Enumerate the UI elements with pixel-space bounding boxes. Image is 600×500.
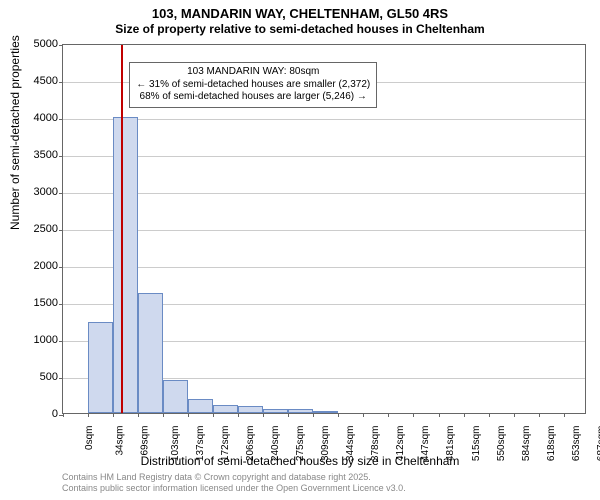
x-tick-mark [288, 413, 289, 417]
x-tick-label: 344sqm [345, 426, 356, 462]
x-tick-label: 137sqm [195, 426, 206, 462]
y-tick-label: 4500 [8, 75, 58, 87]
x-tick-label: 206sqm [245, 426, 256, 462]
histogram-bar [188, 399, 213, 413]
x-tick-label: 172sqm [220, 426, 231, 462]
x-tick-label: 412sqm [396, 426, 407, 462]
y-tick-label: 1000 [8, 334, 58, 346]
x-tick-label: 275sqm [295, 426, 306, 462]
x-tick-label: 481sqm [446, 426, 457, 462]
x-tick-mark [263, 413, 264, 417]
callout-box: 103 MANDARIN WAY: 80sqm← 31% of semi-det… [129, 62, 377, 108]
x-tick-label: 687sqm [596, 426, 600, 462]
x-tick-label: 515sqm [471, 426, 482, 462]
x-tick-mark [514, 413, 515, 417]
x-tick-label: 240sqm [270, 426, 281, 462]
y-tick-mark [59, 378, 63, 379]
x-tick-label: 34sqm [115, 426, 126, 456]
property-marker-line [121, 45, 123, 413]
footer-line1: Contains HM Land Registry data © Crown c… [62, 472, 406, 483]
plot-area: 103 MANDARIN WAY: 80sqm← 31% of semi-det… [62, 44, 586, 414]
x-tick-mark [439, 413, 440, 417]
x-tick-mark [163, 413, 164, 417]
footer-attribution: Contains HM Land Registry data © Crown c… [62, 472, 406, 494]
y-tick-label: 5000 [8, 38, 58, 50]
x-tick-mark [338, 413, 339, 417]
y-tick-mark [59, 267, 63, 268]
x-tick-mark [313, 413, 314, 417]
y-tick-mark [59, 341, 63, 342]
y-tick-label: 4000 [8, 112, 58, 124]
x-tick-label: 69sqm [140, 426, 151, 456]
x-tick-label: 550sqm [496, 426, 507, 462]
y-tick-label: 2500 [8, 223, 58, 235]
x-tick-label: 584sqm [521, 426, 532, 462]
histogram-bar [138, 293, 163, 413]
histogram-bar [263, 409, 288, 413]
gridline [63, 193, 585, 194]
footer-line2: Contains public sector information licen… [62, 483, 406, 494]
x-tick-mark [63, 413, 64, 417]
y-tick-mark [59, 193, 63, 194]
histogram-bar [213, 405, 238, 413]
x-tick-mark [138, 413, 139, 417]
x-tick-mark [539, 413, 540, 417]
y-tick-mark [59, 82, 63, 83]
y-tick-label: 3500 [8, 149, 58, 161]
x-tick-mark [413, 413, 414, 417]
gridline [63, 156, 585, 157]
y-tick-mark [59, 45, 63, 46]
x-tick-mark [489, 413, 490, 417]
gridline [63, 230, 585, 231]
y-tick-mark [59, 304, 63, 305]
y-tick-label: 1500 [8, 297, 58, 309]
x-tick-label: 309sqm [320, 426, 331, 462]
callout-line2: ← 31% of semi-detached houses are smalle… [136, 79, 370, 92]
chart-title-sub: Size of property relative to semi-detach… [0, 22, 600, 36]
y-tick-label: 500 [8, 371, 58, 383]
y-tick-mark [59, 230, 63, 231]
y-tick-label: 2000 [8, 260, 58, 272]
callout-line1: 103 MANDARIN WAY: 80sqm [136, 66, 370, 79]
gridline [63, 119, 585, 120]
histogram-bar [113, 117, 138, 413]
x-tick-label: 103sqm [170, 426, 181, 462]
x-tick-mark [113, 413, 114, 417]
x-tick-label: 447sqm [421, 426, 432, 462]
chart-container: 103, MANDARIN WAY, CHELTENHAM, GL50 4RS … [0, 0, 600, 500]
y-tick-mark [59, 119, 63, 120]
histogram-bar [313, 411, 338, 413]
x-tick-label: 653sqm [571, 426, 582, 462]
callout-line3: 68% of semi-detached houses are larger (… [136, 91, 370, 104]
x-tick-mark [464, 413, 465, 417]
x-tick-mark [88, 413, 89, 417]
x-tick-mark [363, 413, 364, 417]
histogram-bar [88, 322, 113, 413]
x-tick-mark [238, 413, 239, 417]
gridline [63, 267, 585, 268]
x-tick-mark [188, 413, 189, 417]
chart-title-main: 103, MANDARIN WAY, CHELTENHAM, GL50 4RS [0, 6, 600, 21]
y-tick-label: 3000 [8, 186, 58, 198]
x-tick-mark [564, 413, 565, 417]
x-tick-label: 0sqm [84, 426, 95, 450]
y-tick-label: 0 [8, 408, 58, 420]
y-tick-mark [59, 156, 63, 157]
histogram-bar [238, 406, 263, 413]
x-tick-mark [388, 413, 389, 417]
x-tick-mark [213, 413, 214, 417]
histogram-bar [288, 409, 313, 413]
histogram-bar [163, 380, 188, 413]
x-tick-label: 378sqm [370, 426, 381, 462]
x-tick-label: 618sqm [546, 426, 557, 462]
y-axis-label: Number of semi-detached properties [8, 35, 22, 230]
